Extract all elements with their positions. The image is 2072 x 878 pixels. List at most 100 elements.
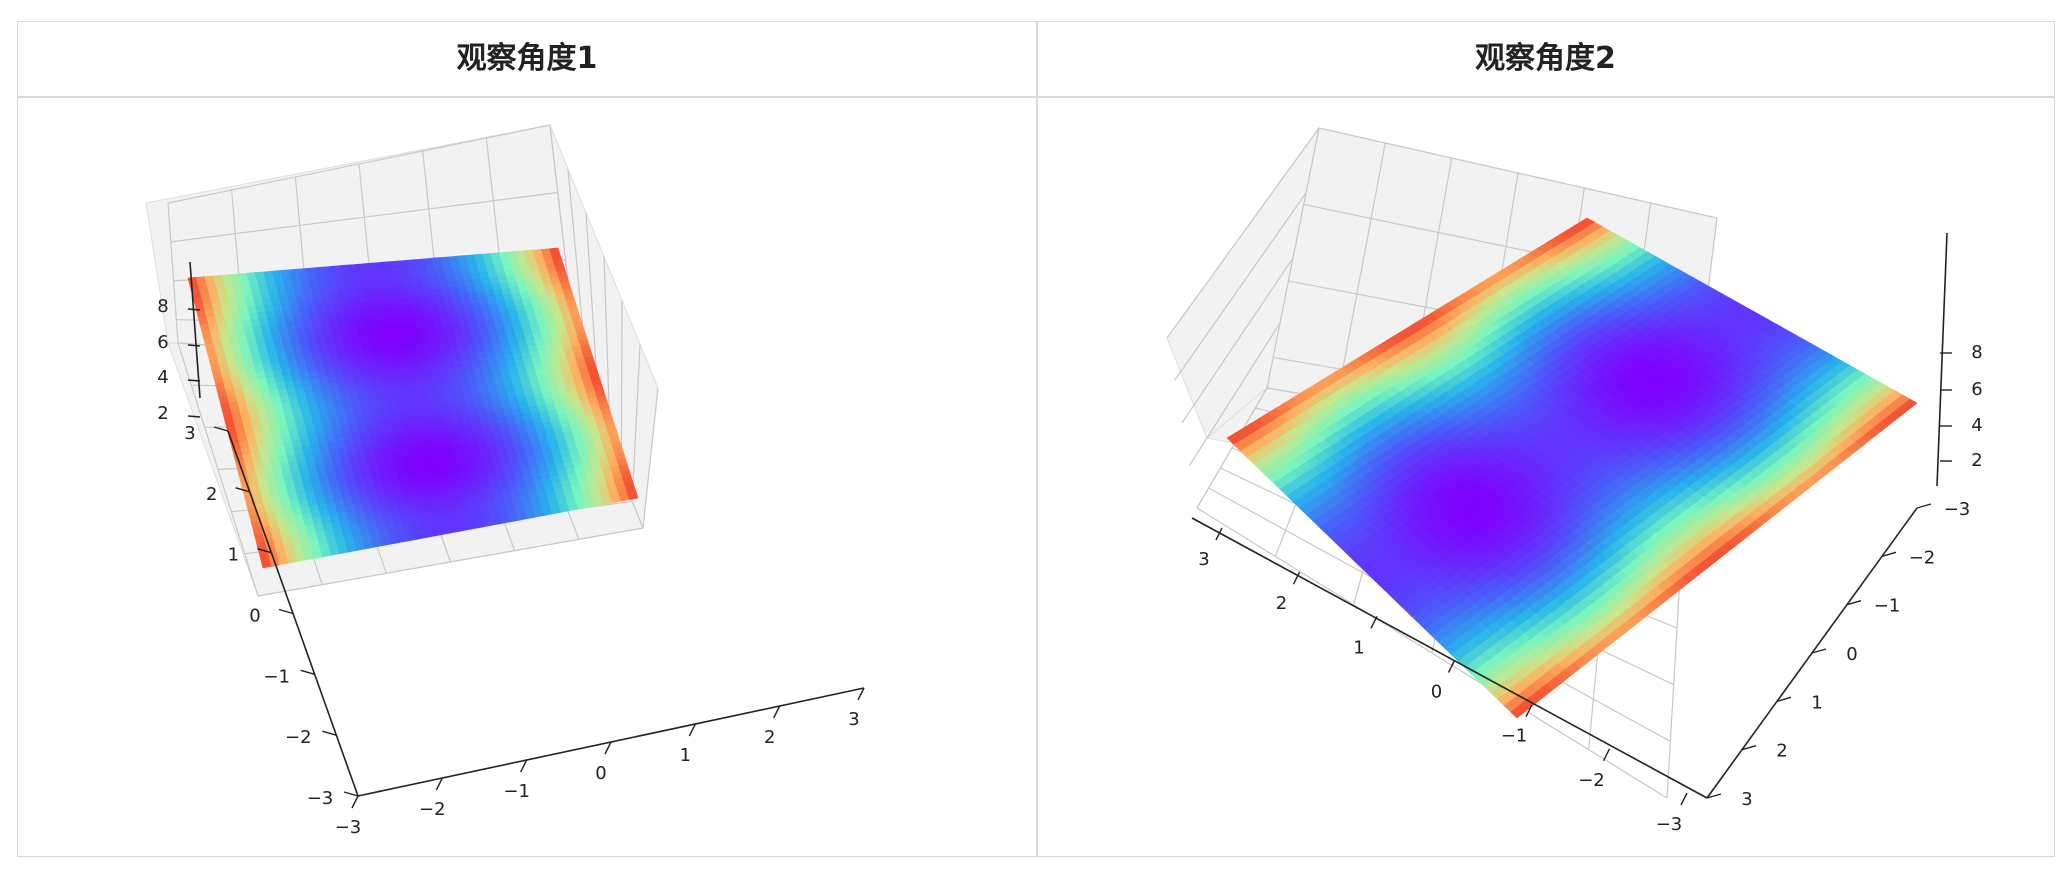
- surface-patch: [549, 247, 561, 255]
- x-axis-tick: [604, 741, 612, 755]
- y-axis-tick: [1776, 696, 1792, 703]
- chart-panel-view-2: 3 2 1 0 −1 −2 −3 −3 −2 −1 0 1 2 3 2 4 6 8: [1037, 98, 2054, 855]
- grid-line: [170, 191, 558, 243]
- surface-patch: [558, 276, 570, 284]
- grid-line: [1174, 192, 1307, 381]
- y-axis-tick: [300, 669, 315, 676]
- y-axis-tick-label: 3: [184, 423, 195, 444]
- x-axis-tick: [1215, 527, 1223, 541]
- x-axis-tick-label: 0: [595, 763, 606, 784]
- y-axis-tick-label: 1: [1811, 692, 1822, 713]
- axis-line: [1191, 517, 1708, 799]
- grid-line: [167, 124, 551, 204]
- z-axis-tick: [187, 308, 201, 311]
- y-axis-tick: [1811, 648, 1827, 654]
- grid-line: [1196, 387, 1268, 509]
- z-axis-tick-label: 4: [1971, 415, 1982, 436]
- x-axis-tick: [1292, 571, 1301, 585]
- grid-line: [167, 202, 179, 344]
- y-axis-tick-label: −2: [285, 727, 312, 748]
- x-axis-tick: [1602, 748, 1611, 762]
- x-axis-tick-label: −1: [1501, 726, 1528, 747]
- y-axis-tick: [1916, 503, 1932, 509]
- y-axis-tick: [213, 426, 229, 432]
- grid-line: [1188, 322, 1281, 466]
- z-axis-tick: [187, 344, 201, 347]
- z-axis-tick-label: 2: [1971, 450, 1982, 471]
- x-axis-tick-label: 1: [1353, 637, 1364, 658]
- x-axis-tick-label: −2: [419, 799, 446, 820]
- x-axis-tick: [857, 687, 865, 701]
- y-axis-tick: [1741, 744, 1757, 751]
- x-axis-tick: [351, 795, 359, 809]
- y-axis-tick-label: 0: [249, 606, 260, 627]
- axis-line: [189, 261, 201, 399]
- y-axis-tick-label: 2: [206, 484, 217, 505]
- header-view-2: 观察角度2: [1475, 41, 1616, 76]
- x-axis-tick: [1370, 616, 1378, 629]
- y-axis-tick-label: 0: [1846, 644, 1857, 665]
- grid-line: [1318, 127, 1718, 219]
- y-axis-tick-label: −1: [263, 666, 290, 687]
- axis-line: [1936, 232, 1948, 487]
- header-view-1: 观察角度1: [456, 41, 598, 76]
- z-axis-tick: [187, 379, 201, 382]
- grid-line: [642, 387, 659, 529]
- y-axis-tick: [257, 547, 272, 554]
- chart-panel-view-1: −3 −2 −1 0 1 2 3 −3 −2 −1 0 1 2 3 2 4 6 8: [18, 98, 1035, 855]
- grid-line: [1166, 127, 1320, 339]
- x-axis-tick: [688, 723, 696, 737]
- y-axis-tick-label: −2: [1909, 547, 1936, 568]
- surface-chart-view-2: 3 2 1 0 −1 −2 −3 −3 −2 −1 0 1 2 3 2 4 6 8: [1166, 127, 1983, 835]
- x-axis-tick-label: 0: [1431, 682, 1442, 703]
- x-axis-tick-label: −2: [1578, 770, 1605, 791]
- grid-line: [631, 344, 641, 502]
- y-axis-tick: [343, 791, 359, 797]
- y-axis-tick: [1846, 599, 1862, 606]
- y-axis-tick-label: 3: [1741, 789, 1752, 810]
- x-axis-tick: [773, 705, 781, 719]
- y-axis-tick-label: 2: [1776, 741, 1787, 762]
- x-axis-tick-label: 3: [1198, 549, 1209, 570]
- z-axis-tick-label: 2: [157, 403, 168, 424]
- y-axis-tick: [1881, 551, 1897, 558]
- x-axis-tick: [520, 759, 528, 773]
- z-axis-tick: [187, 415, 201, 418]
- y-axis-tick: [235, 487, 250, 493]
- column-divider: [1036, 22, 1038, 856]
- surface-mesh: [1226, 217, 1918, 719]
- z-axis-tick-label: 6: [157, 332, 168, 353]
- x-axis-tick-label: −1: [503, 781, 530, 802]
- y-axis-tick-label: −1: [1874, 596, 1901, 617]
- grid-line: [1181, 257, 1294, 424]
- surface-patch: [561, 287, 573, 295]
- z-axis-tick-label: 4: [157, 367, 168, 388]
- surface-mesh: [187, 247, 639, 569]
- surface-patch: [551, 253, 562, 261]
- x-axis-tick: [435, 777, 443, 791]
- x-axis-tick-label: 1: [680, 745, 691, 766]
- x-axis-tick-label: 3: [848, 709, 859, 730]
- surface-patch: [556, 270, 568, 278]
- z-axis-tick-label: 8: [157, 296, 168, 317]
- y-axis-tick-label: 1: [228, 545, 239, 566]
- x-axis-tick-label: −3: [335, 817, 362, 838]
- z-axis-tick-label: 6: [1971, 379, 1982, 400]
- x-axis-tick: [1447, 660, 1456, 673]
- x-axis-tick-label: −3: [1656, 814, 1683, 835]
- y-axis-tick-label: −3: [307, 788, 334, 809]
- surface-patch: [554, 264, 566, 272]
- surface-patch: [1578, 217, 1596, 228]
- grid-line: [1336, 142, 1386, 400]
- x-axis-tick: [1525, 704, 1533, 717]
- y-axis-tick: [278, 608, 294, 615]
- y-axis-tick: [322, 730, 337, 736]
- x-axis-tick-label: 2: [1276, 593, 1287, 614]
- y-axis-tick: [1706, 793, 1722, 799]
- x-axis-tick-label: 2: [764, 727, 775, 748]
- y-axis-tick-label: −3: [1944, 499, 1971, 520]
- surface-patch: [560, 281, 572, 289]
- surface-patch: [563, 293, 575, 301]
